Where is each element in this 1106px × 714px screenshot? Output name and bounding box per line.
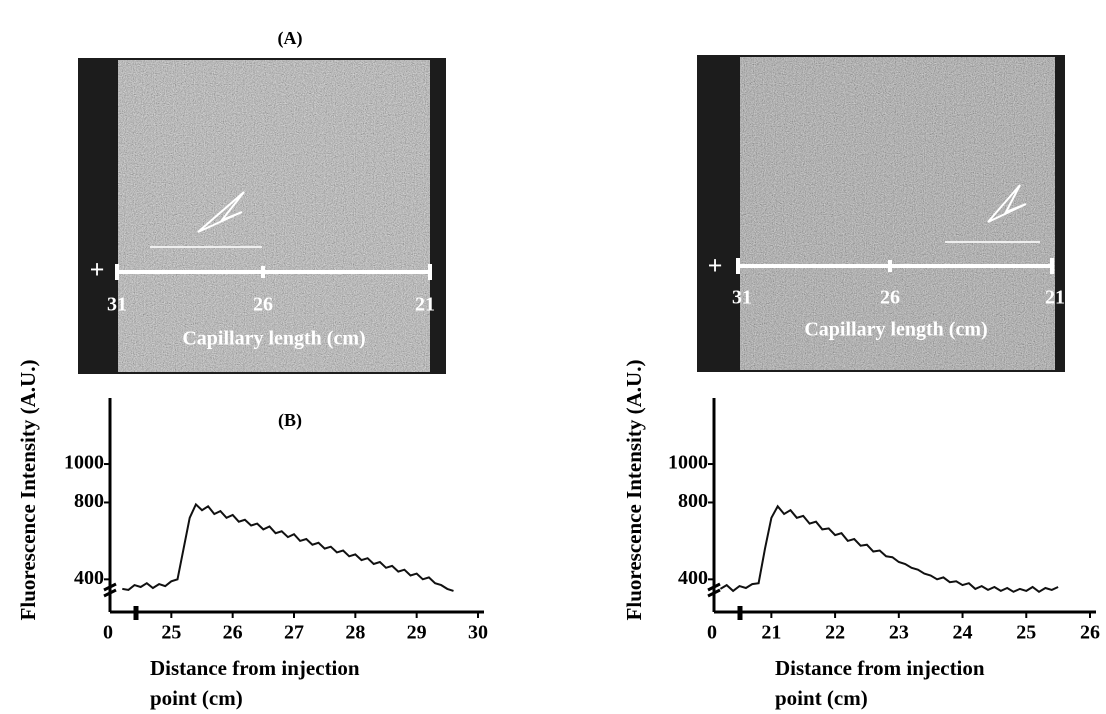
x-tick-label: 0 bbox=[707, 622, 717, 644]
y-axis-title: Fluorescence Intensity (A.U.) bbox=[622, 360, 646, 621]
scale-label: 31 bbox=[732, 287, 752, 309]
image-panel bbox=[78, 58, 446, 374]
polarity-label: + bbox=[90, 255, 105, 284]
x-axis-title: Distance from injection bbox=[775, 656, 985, 680]
y-tick-label: 400 bbox=[74, 567, 104, 589]
axis-break bbox=[103, 582, 117, 598]
x-tick-label: 25 bbox=[1016, 622, 1036, 644]
panel-label: (A) bbox=[278, 28, 303, 49]
scale-label: 31 bbox=[107, 294, 127, 316]
x-tick-label: 21 bbox=[761, 622, 781, 644]
scale-label: 21 bbox=[1045, 287, 1065, 309]
y-tick-label: 400 bbox=[678, 567, 708, 589]
x-tick-label: 29 bbox=[407, 622, 427, 644]
scale-label: 26 bbox=[253, 294, 273, 316]
y-tick-label: 800 bbox=[678, 490, 708, 512]
y-axis-title: Fluorescence Intensity (A.U.) bbox=[16, 360, 40, 621]
image-panel bbox=[697, 55, 1065, 372]
x-axis-title: point (cm) bbox=[150, 686, 243, 710]
scale-title: Capillary length (cm) bbox=[804, 319, 987, 341]
x-tick-label: 23 bbox=[889, 622, 909, 644]
data-line bbox=[122, 502, 454, 592]
x-tick-label: 30 bbox=[468, 622, 488, 644]
data-line bbox=[719, 504, 1059, 594]
axis-break bbox=[707, 582, 721, 598]
x-axis-title: point (cm) bbox=[775, 686, 868, 710]
scale-label: 21 bbox=[415, 294, 435, 316]
y-tick-label: 800 bbox=[74, 490, 104, 512]
y-tick-label: 1000 bbox=[64, 452, 104, 474]
x-tick-label: 25 bbox=[161, 622, 181, 644]
panel-label: (B) bbox=[278, 410, 302, 431]
x-tick-label: 26 bbox=[223, 622, 243, 644]
x-tick-label: 28 bbox=[345, 622, 365, 644]
x-axis-title: Distance from injection bbox=[150, 656, 360, 680]
polarity-label: - bbox=[1071, 247, 1080, 276]
x-tick-label: 24 bbox=[953, 622, 973, 644]
scale-title: Capillary length (cm) bbox=[182, 328, 365, 350]
x-tick-label: 0 bbox=[103, 622, 113, 644]
x-tick-label: 22 bbox=[825, 622, 845, 644]
polarity-label: - bbox=[448, 253, 457, 282]
y-tick-label: 1000 bbox=[668, 452, 708, 474]
scale-label: 26 bbox=[880, 287, 900, 309]
polarity-label: + bbox=[708, 251, 723, 280]
x-tick-label: 26 bbox=[1080, 622, 1100, 644]
x-tick-label: 27 bbox=[284, 622, 304, 644]
